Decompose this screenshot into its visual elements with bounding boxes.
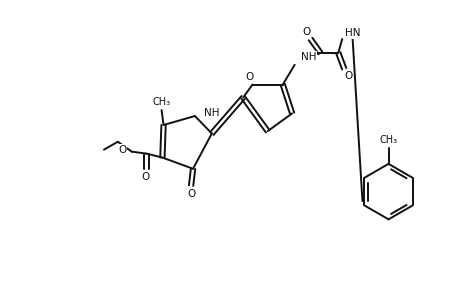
Text: O: O <box>343 71 352 81</box>
Text: CH₃: CH₃ <box>379 135 397 145</box>
Text: NH: NH <box>203 108 219 118</box>
Text: O: O <box>118 145 127 155</box>
Text: O: O <box>245 72 253 82</box>
Text: NH: NH <box>300 52 315 62</box>
Text: HN: HN <box>344 28 360 38</box>
Text: CH₃: CH₃ <box>152 97 170 107</box>
Text: O: O <box>141 172 149 182</box>
Text: O: O <box>302 27 310 37</box>
Text: O: O <box>186 188 195 199</box>
